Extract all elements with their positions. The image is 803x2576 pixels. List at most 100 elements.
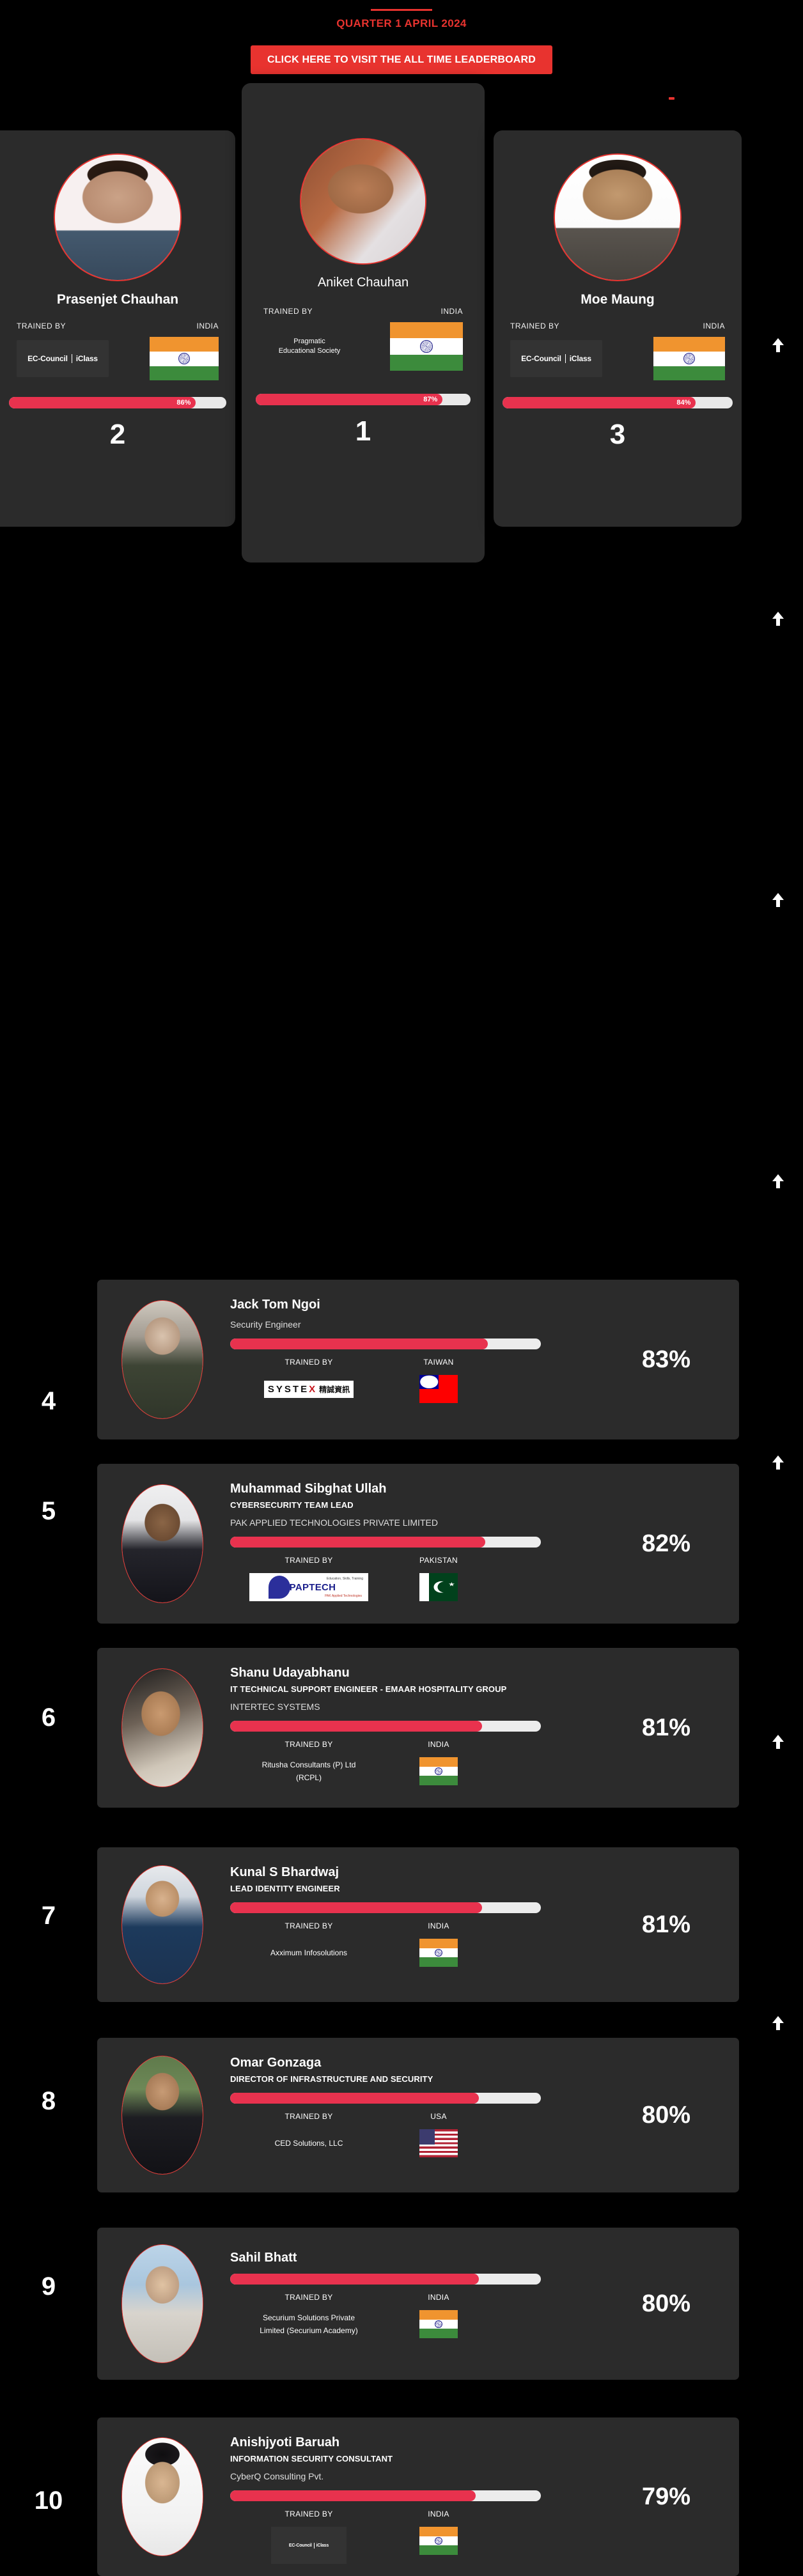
table-row[interactable]: Sahil Bhatt TRAINED BY Securium Solution… (97, 2228, 739, 2380)
scroll-up-arrow-icon[interactable] (771, 2015, 785, 2031)
trained-by-label: TRAINED BY (285, 1358, 333, 1367)
scroll-up-arrow-icon[interactable] (771, 1454, 785, 1471)
trainer-line-2: Limited (Securium Academy) (260, 2326, 358, 2335)
trainer-logo: EC-Council iClass (17, 340, 109, 378)
scroll-up-arrow-icon[interactable] (771, 610, 785, 627)
trained-by-label: TRAINED BY (285, 1921, 333, 1930)
country-label: INDIA (428, 1921, 449, 1930)
eccouncil-iclass-logo: EC-Council iClass (521, 354, 591, 364)
score-percent: 80% (641, 2290, 690, 2317)
participant-name: Muhammad Sibghat Ullah (230, 1482, 387, 1496)
systex-logo: SYSTE X 精誠資訊 (263, 1380, 354, 1398)
avatar (554, 153, 682, 281)
trainer-line-1: Pragmatic (293, 338, 325, 345)
score-progress-bar (230, 2490, 541, 2501)
participant-title: IT TECHNICAL SUPPORT ENGINEER - EMAAR HO… (230, 1684, 507, 1694)
podium-meta-body: EC-Council iClass (0, 337, 235, 381)
table-row[interactable]: Jack Tom Ngoi Security Engineer TRAINED … (97, 1280, 739, 1439)
podium-rank-number: 1 (355, 415, 371, 447)
trained-by-label: TRAINED BY (263, 307, 313, 316)
flag-india-icon (150, 337, 219, 381)
scroll-up-arrow-icon[interactable] (771, 1173, 785, 1190)
trainer-logo: EC-Council iClass (510, 340, 602, 378)
score-percent: 82% (641, 1530, 690, 1557)
scroll-up-arrow-icon[interactable] (771, 337, 785, 353)
podium-name: Aniket Chauhan (317, 275, 409, 290)
score-progress-bar (230, 2093, 541, 2104)
flag-india-icon (419, 1939, 458, 1967)
row-rank-number: 10 (34, 2487, 63, 2515)
cta-wrapper: CLICK HERE TO VISIT THE ALL TIME LEADERB… (0, 45, 803, 74)
participant-name: Sahil Bhatt (230, 2251, 297, 2265)
podium-card-rank-3[interactable]: Moe Maung TRAINED BY INDIA EC-Council iCl… (494, 130, 742, 527)
scroll-up-arrow-icon[interactable] (771, 892, 785, 908)
trainer-name: CED Solutions, LLC (274, 2139, 343, 2148)
country-label: INDIA (428, 1740, 449, 1749)
scroll-up-arrow-icon[interactable] (771, 1734, 785, 1750)
participant-name: Shanu Udayabhanu (230, 1666, 350, 1680)
podium-rank-number: 2 (109, 419, 126, 451)
score-percent-inline: 87% (423, 396, 438, 403)
score-progress-bar (230, 2274, 541, 2285)
participant-name: Omar Gonzaga (230, 2056, 322, 2070)
row-rank-number: 5 (41, 1497, 56, 1525)
country-label: INDIA (440, 307, 463, 316)
trained-by-label: TRAINED BY (285, 2112, 333, 2121)
paptech-logo: Education, Skills, Training PAPTECH PAK … (249, 1573, 368, 1601)
score-percent-inline: 86% (176, 399, 191, 407)
participant-company: INTERTEC SYSTEMS (230, 1702, 320, 1712)
avatar (300, 138, 426, 265)
country-label: USA (430, 2112, 447, 2121)
score-percent: 79% (641, 2483, 690, 2510)
flag-india-icon (390, 322, 463, 371)
table-row[interactable]: Omar Gonzaga DIRECTOR OF INFRASTRUCTURE … (97, 2038, 739, 2192)
score-progress-fill: 87% (256, 394, 443, 405)
podium-name: Moe Maung (581, 292, 655, 307)
table-row[interactable]: Anishjyoti Baruah INFORMATION SECURITY C… (97, 2417, 739, 2576)
score-progress-bar: 86% (9, 397, 226, 409)
score-progress-bar: 87% (256, 394, 471, 405)
avatar (121, 1300, 203, 1419)
eccouncil-iclass-logo: EC-Council iClass (27, 354, 98, 364)
score-progress-bar (230, 1902, 541, 1913)
participant-name: Kunal S Bhardwaj (230, 1865, 339, 1879)
avatar (121, 2437, 203, 2556)
flag-usa-icon (419, 2129, 458, 2157)
avatar (121, 1668, 203, 1787)
trainer-line-2: (RCPL) (295, 1773, 322, 1782)
table-row[interactable]: Muhammad Sibghat Ullah CYBERSECURITY TEA… (97, 1464, 739, 1624)
podium-card-rank-1[interactable]: Aniket Chauhan TRAINED BY INDIA Pragmati… (242, 83, 485, 563)
score-progress-fill (230, 1338, 488, 1349)
trainer-name: Pragmatic Educational Society (263, 328, 355, 365)
score-progress-fill (230, 1721, 482, 1732)
flag-pakistan-icon (419, 1573, 458, 1601)
score-percent-inline: 84% (676, 399, 691, 407)
participant-name: Anishjyoti Baruah (230, 2435, 340, 2449)
flag-india-icon (653, 337, 725, 381)
score-progress-fill (230, 2274, 479, 2285)
country-label: INDIA (428, 2510, 449, 2518)
participant-title: Security Engineer (230, 1319, 301, 1330)
participant-title: CYBERSECURITY TEAM LEAD (230, 1500, 354, 1510)
participant-company: PAK APPLIED TECHNOLOGIES PRIVATE LIMITED (230, 1517, 438, 1528)
participant-name: Jack Tom Ngoi (230, 1298, 320, 1312)
flag-india-icon (419, 2310, 458, 2338)
page-header: QUARTER 1 APRIL 2024 CLICK HERE TO VISIT… (0, 0, 803, 74)
score-progress-bar (230, 1537, 541, 1548)
row-rank-number: 9 (41, 2272, 56, 2301)
flag-india-icon (419, 2527, 458, 2555)
podium-meta-header: TRAINED BY INDIA (494, 322, 742, 330)
score-percent: 81% (641, 1714, 690, 1741)
podium-card-rank-2[interactable]: Prasenjet Chauhan TRAINED BY INDIA EC-Co… (0, 130, 235, 527)
all-time-leaderboard-button[interactable]: CLICK HERE TO VISIT THE ALL TIME LEADERB… (250, 45, 553, 74)
country-label: PAKISTAN (419, 1556, 458, 1565)
row-rank-number: 7 (41, 1902, 56, 1930)
trainer-name: Axximum Infosolutions (270, 1948, 348, 1957)
table-row[interactable]: Shanu Udayabhanu IT TECHNICAL SUPPORT EN… (97, 1648, 739, 1808)
score-progress-bar (230, 1721, 541, 1732)
podium-meta-body: Pragmatic Educational Society (242, 322, 485, 371)
table-row[interactable]: Kunal S Bhardwaj LEAD IDENTITY ENGINEER … (97, 1847, 739, 2002)
score-progress-fill: 84% (503, 397, 696, 409)
trained-by-label: TRAINED BY (285, 2510, 333, 2518)
row-rank-number: 8 (41, 2087, 56, 2115)
